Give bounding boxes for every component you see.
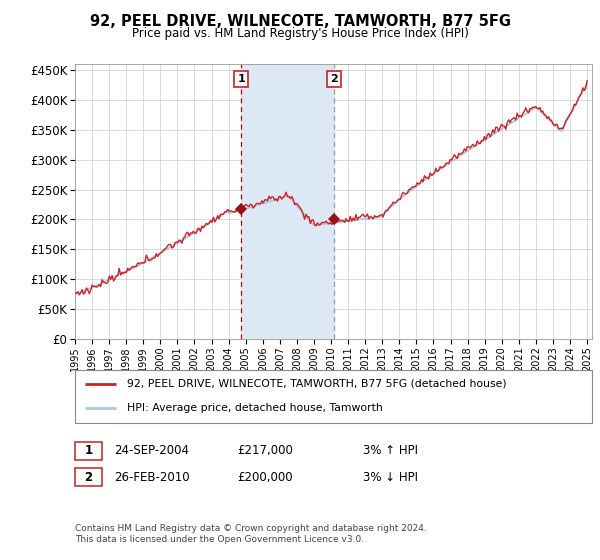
- Text: 26-FEB-2010: 26-FEB-2010: [114, 470, 190, 484]
- Bar: [241, 64, 334, 339]
- Text: 2: 2: [330, 74, 337, 85]
- Text: 3% ↓ HPI: 3% ↓ HPI: [363, 470, 418, 484]
- Text: 1: 1: [237, 74, 245, 85]
- Text: £200,000: £200,000: [237, 470, 293, 484]
- Text: Contains HM Land Registry data © Crown copyright and database right 2024.
This d: Contains HM Land Registry data © Crown c…: [75, 524, 427, 544]
- Text: 24-SEP-2004: 24-SEP-2004: [114, 444, 189, 458]
- Text: £217,000: £217,000: [237, 444, 293, 458]
- Text: Price paid vs. HM Land Registry's House Price Index (HPI): Price paid vs. HM Land Registry's House …: [131, 27, 469, 40]
- Text: HPI: Average price, detached house, Tamworth: HPI: Average price, detached house, Tamw…: [127, 403, 382, 413]
- Text: 1: 1: [85, 444, 92, 458]
- Text: 2: 2: [85, 470, 92, 484]
- Text: 92, PEEL DRIVE, WILNECOTE, TAMWORTH, B77 5FG: 92, PEEL DRIVE, WILNECOTE, TAMWORTH, B77…: [89, 14, 511, 29]
- Text: 3% ↑ HPI: 3% ↑ HPI: [363, 444, 418, 458]
- Text: 92, PEEL DRIVE, WILNECOTE, TAMWORTH, B77 5FG (detached house): 92, PEEL DRIVE, WILNECOTE, TAMWORTH, B77…: [127, 379, 506, 389]
